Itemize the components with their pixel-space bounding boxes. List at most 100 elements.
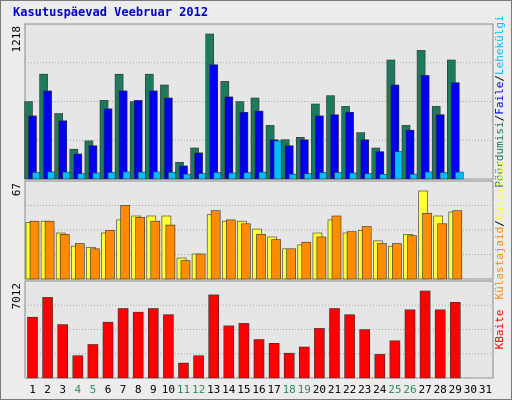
x-tick-label-day-4: 4 — [74, 383, 81, 396]
bar-lehekulgi-day-21 — [334, 172, 343, 180]
x-tick-label-day-14: 14 — [222, 383, 236, 396]
x-tick-label-day-24: 24 — [373, 383, 387, 396]
x-tick-label-day-15: 15 — [237, 383, 250, 396]
bar-kulastajaid-day-15 — [241, 223, 251, 280]
bar-kbaite-day-19 — [298, 346, 310, 379]
legend-entry-kulastajaid: Külastajaid — [493, 227, 506, 300]
bar-kulastajaid-day-5 — [90, 248, 100, 280]
bar-lehekulgi-day-27 — [424, 171, 434, 180]
bar-faile-day-21 — [330, 114, 339, 180]
bar-kulastajaid-day-23 — [361, 226, 372, 280]
x-tick-label-day-11: 11 — [177, 383, 190, 396]
x-tick-label-day-25: 25 — [388, 383, 401, 396]
bar-faile-day-14 — [224, 96, 234, 180]
bar-kulastajaid-day-24 — [376, 243, 387, 280]
bar-kulastajaid-day-22 — [346, 231, 357, 280]
x-tick-label-day-17: 17 — [267, 383, 280, 396]
bar-faile-day-13 — [209, 64, 218, 180]
panel-bottom: 7012 KBaite — [10, 280, 506, 379]
bar-kbaite-day-16 — [253, 339, 265, 379]
bar-kulastajaid-day-11 — [180, 260, 191, 280]
bar-kulastajaid-day-12 — [195, 253, 206, 280]
bar-faile-day-7 — [118, 90, 128, 180]
bar-lehekulgi-day-8 — [137, 171, 147, 180]
bar-kbaite-day-9 — [148, 308, 159, 379]
bar-kulastajaid-day-29 — [452, 210, 463, 280]
bar-lehekulgi-day-26 — [409, 173, 419, 180]
bar-kbaite-day-8 — [132, 311, 144, 379]
bar-kbaite-day-12 — [193, 355, 204, 379]
bar-kbaite-day-15 — [238, 323, 250, 379]
legend-separator: / — [493, 75, 506, 82]
bar-lehekulgi-day-15 — [243, 172, 253, 180]
bar-kulastajaid-day-27 — [422, 213, 432, 280]
bar-kulastajaid-day-16 — [256, 234, 266, 280]
y-max-label: 67 — [10, 183, 23, 196]
legend-entry-poordumisi: Pöördumisi — [493, 121, 506, 187]
chart-title: Kasutuspäevad Veebruar 2012 — [13, 5, 208, 19]
x-tick-label-day-27: 27 — [418, 383, 431, 396]
x-tick-label-day-7: 7 — [120, 383, 127, 396]
x-tick-label-day-2: 2 — [44, 383, 51, 396]
bar-kbaite-day-20 — [314, 328, 325, 379]
y-max-label: 1218 — [10, 26, 23, 53]
bar-kbaite-day-29 — [449, 301, 461, 379]
x-tick-label-day-31: 31 — [479, 383, 492, 396]
bar-kbaite-day-21 — [329, 308, 340, 379]
x-tick-label-day-13: 13 — [207, 383, 220, 396]
x-axis-labels: 1 2 3 4 5 6 7 8 9 10 11 12 13 14 15 16 17 18 19 20 21 22 23 24 2… — [29, 383, 492, 396]
bar-lehekulgi-day-29 — [454, 171, 464, 180]
bar-kbaite-day-13 — [208, 294, 219, 379]
bar-kbaite-day-3 — [57, 324, 69, 379]
bar-lehekulgi-day-3 — [62, 171, 72, 180]
bar-kulastajaid-day-28 — [437, 223, 448, 280]
legend-entry-lehekulgi: Lehekülgi — [493, 15, 506, 75]
x-tick-label-day-1: 1 — [29, 383, 36, 396]
x-tick-label-day-19: 19 — [298, 383, 311, 396]
legend-entry-kulastusi: Külastusi — [493, 160, 506, 220]
bar-faile-day-28 — [435, 114, 445, 180]
bar-kulastajaid-day-18 — [286, 248, 297, 280]
bar-kulastajaid-day-3 — [59, 234, 70, 280]
bar-kbaite-day-4 — [72, 355, 84, 379]
bar-faile-day-6 — [103, 108, 113, 180]
x-tick-label-day-22: 22 — [343, 383, 356, 396]
bar-faile-day-26 — [405, 129, 415, 180]
bar-kbaite-day-22 — [344, 314, 355, 379]
bar-faile-day-20 — [315, 115, 324, 180]
bar-faile-day-27 — [420, 75, 430, 180]
x-tick-label-day-5: 5 — [90, 383, 97, 396]
bar-kulastajaid-day-26 — [407, 235, 417, 280]
bar-faile-day-15 — [239, 112, 249, 180]
bar-lehekulgi-day-10 — [168, 172, 177, 180]
bar-faile-day-1 — [28, 115, 37, 180]
y-max-label: 7012 — [10, 283, 23, 310]
bar-lehekulgi-day-22 — [349, 172, 358, 180]
legend-separator: / — [493, 115, 506, 122]
bar-faile-day-10 — [164, 97, 173, 180]
bar-kbaite-day-14 — [223, 325, 235, 379]
bar-lehekulgi-day-24 — [379, 173, 389, 180]
bar-kulastajaid-day-25 — [392, 243, 402, 280]
bar-kbaite-day-6 — [102, 321, 114, 379]
x-tick-label-day-6: 6 — [105, 383, 112, 396]
legend-entry-kbaite: KBaite — [493, 310, 506, 350]
bar-lehekulgi-day-20 — [319, 172, 328, 180]
bar-kbaite-day-17 — [268, 342, 280, 379]
bar-lehekulgi-day-2 — [47, 171, 56, 180]
x-tick-label-day-29: 29 — [449, 383, 462, 396]
bar-kbaite-day-2 — [42, 297, 53, 379]
bar-kulastajaid-day-21 — [331, 215, 342, 280]
legend-entry-faile: Faile — [493, 82, 506, 115]
bar-faile-day-22 — [345, 112, 354, 180]
x-tick-label-day-28: 28 — [434, 383, 447, 396]
x-tick-label-day-18: 18 — [283, 383, 296, 396]
bar-faile-day-9 — [149, 90, 158, 180]
bar-kulastajaid-day-7 — [120, 205, 130, 280]
x-tick-label-day-30: 30 — [464, 383, 477, 396]
bar-lehekulgi-day-13 — [213, 172, 222, 180]
bar-kulastajaid-day-2 — [44, 220, 55, 280]
x-tick-label-day-9: 9 — [150, 383, 157, 396]
